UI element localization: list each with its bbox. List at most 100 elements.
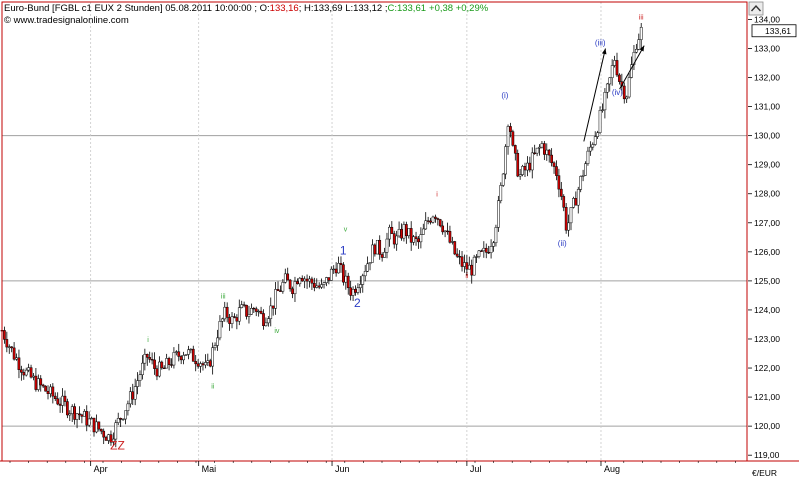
candle xyxy=(363,264,367,282)
candle xyxy=(538,144,541,156)
candle xyxy=(310,276,314,290)
candle xyxy=(596,130,599,139)
candle xyxy=(569,207,573,231)
candle xyxy=(477,249,481,259)
candle xyxy=(172,347,176,369)
candle xyxy=(637,33,641,51)
candle xyxy=(431,215,435,224)
candle xyxy=(121,418,125,421)
candle xyxy=(274,282,277,315)
grid-layer xyxy=(2,2,747,461)
header-open-value: 133,16 xyxy=(270,3,299,14)
candle xyxy=(39,375,43,392)
candle xyxy=(133,378,137,406)
candle xyxy=(259,306,263,315)
candle xyxy=(601,103,604,113)
candle xyxy=(322,281,326,289)
candle xyxy=(41,383,45,389)
candle xyxy=(559,181,563,201)
header-high-low: ; H:133,69 L:133,12 ; xyxy=(299,3,388,14)
x-tick-label: Jul xyxy=(470,464,482,474)
candle xyxy=(618,73,621,85)
scroll-up-button[interactable] xyxy=(748,1,764,16)
y-axis: 119,00 120,00 121,00 122,00 123,00 124,00 125,… xyxy=(748,14,797,460)
candle xyxy=(438,218,442,228)
candle xyxy=(586,146,590,166)
last-price-label: 133,61 xyxy=(765,26,791,36)
candle xyxy=(555,160,558,181)
candle xyxy=(395,230,399,251)
candle xyxy=(216,329,219,351)
y-tick-label: 132,00 xyxy=(754,73,780,83)
candle xyxy=(494,224,498,247)
candle xyxy=(78,406,81,420)
copyright-text: © www.tradesignalonline.com xyxy=(4,15,129,26)
x-tick-label: Aug xyxy=(604,464,620,474)
wave-label: iii xyxy=(221,293,226,300)
candle xyxy=(436,217,440,226)
wave-label: (iv) xyxy=(612,88,623,97)
candle xyxy=(518,169,522,180)
candle xyxy=(264,317,268,327)
wave-label: ZZ xyxy=(110,438,125,452)
y-tick-label: 122,00 xyxy=(754,363,780,373)
candle xyxy=(245,304,248,320)
candle xyxy=(639,22,643,48)
wave-label: 1 xyxy=(340,244,347,258)
candle xyxy=(286,267,290,281)
candle xyxy=(475,254,478,263)
wave-label: i xyxy=(436,192,438,199)
candle xyxy=(484,243,488,259)
candle xyxy=(530,147,534,179)
candle xyxy=(162,365,166,370)
candle xyxy=(506,124,510,155)
chevron-up-icon xyxy=(750,4,762,12)
candle xyxy=(521,164,524,177)
candle xyxy=(635,43,638,54)
trend-arrow xyxy=(619,45,645,90)
candle xyxy=(339,256,343,273)
candle xyxy=(281,279,285,294)
candle xyxy=(254,306,258,317)
candle xyxy=(112,432,115,447)
candle xyxy=(182,351,185,365)
header-change: +0,38 +0,29% xyxy=(429,3,489,14)
header-close: C:133,61 xyxy=(387,3,426,14)
candle xyxy=(390,221,394,234)
candle xyxy=(552,161,556,174)
candle xyxy=(10,346,14,353)
candle xyxy=(148,351,152,363)
candle xyxy=(204,354,207,369)
candle xyxy=(194,354,198,372)
wave-label: ii xyxy=(465,273,469,280)
candle xyxy=(24,367,28,377)
candle xyxy=(63,390,67,407)
candle xyxy=(368,262,372,271)
candle xyxy=(421,223,425,235)
candle xyxy=(383,247,386,258)
y-tick-label: 123,00 xyxy=(754,334,780,344)
arrow-head-icon xyxy=(601,48,607,55)
candle xyxy=(581,169,585,182)
candle xyxy=(441,220,445,235)
candle xyxy=(276,281,280,292)
header-title: Euro-Bund [FGBL c1 EUX 2 Stunden] 05.08.… xyxy=(4,3,270,14)
candle xyxy=(414,231,418,246)
x-tick-label: Jun xyxy=(335,464,350,474)
wave-label: (i) xyxy=(501,91,508,100)
candle xyxy=(85,405,89,432)
candle xyxy=(211,342,214,375)
candle xyxy=(460,251,464,272)
candle xyxy=(124,410,127,425)
candle xyxy=(605,82,609,99)
candle xyxy=(455,248,459,259)
candle xyxy=(562,194,566,212)
candle xyxy=(114,419,118,448)
candle xyxy=(143,348,147,371)
candle xyxy=(20,365,23,381)
candle xyxy=(116,412,120,426)
candle xyxy=(184,354,188,356)
candle xyxy=(342,262,345,286)
candle xyxy=(627,72,631,99)
